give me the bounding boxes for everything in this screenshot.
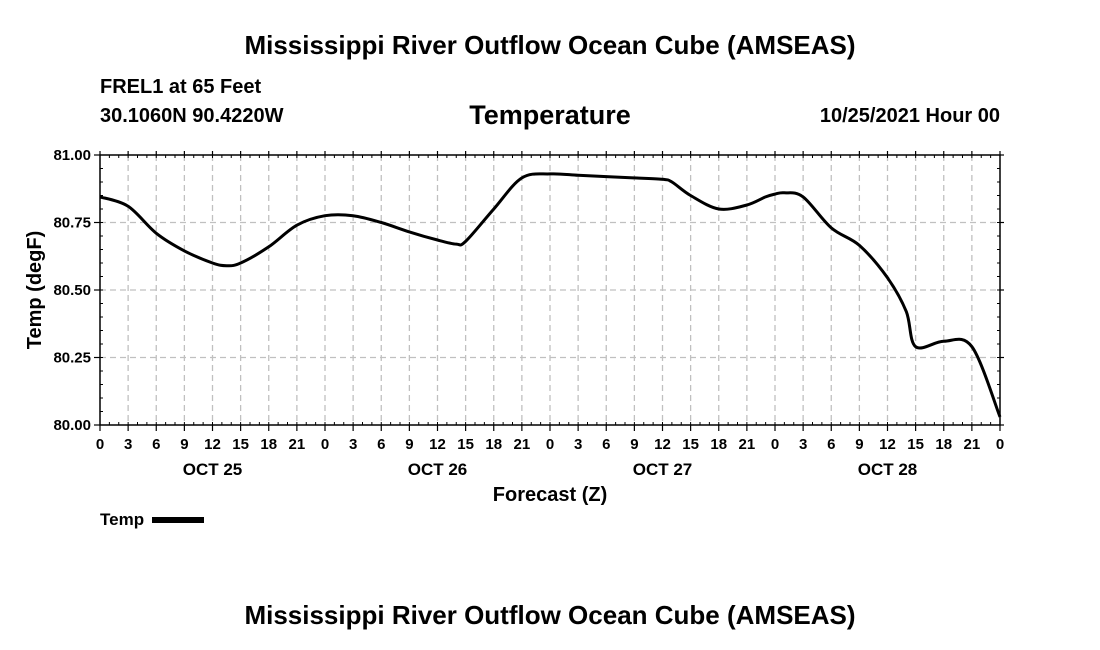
x-tick-label: 15	[232, 436, 249, 453]
x-tick-label: 3	[349, 436, 357, 453]
x-tick-label: 18	[935, 436, 952, 453]
main-title: Mississippi River Outflow Ocean Cube (AM…	[244, 30, 856, 60]
date-label: OCT 27	[633, 460, 693, 479]
axis-ticks	[94, 151, 1004, 431]
x-tick-label: 3	[124, 436, 132, 453]
x-tick-label: 18	[485, 436, 502, 453]
y-tick-label: 80.25	[53, 350, 91, 367]
x-tick-label: 6	[377, 436, 385, 453]
x-tick-label: 12	[879, 436, 896, 453]
x-tick-label: 9	[180, 436, 188, 453]
y-tick-label: 81.00	[53, 147, 91, 164]
x-axis-label: Forecast (Z)	[493, 484, 607, 506]
x-tick-label: 0	[321, 436, 329, 453]
chart-title: Temperature	[469, 100, 631, 130]
x-tick-label: 21	[739, 436, 756, 453]
axis-labels: 0 3 6 9 12 15 18 21 0 3 6 9 12 15 18 21 0 3 6 9 12 15 18 21 0 3 6 9…	[53, 147, 1004, 479]
grid	[100, 155, 1000, 425]
station-coordinates: 30.1060N 90.4220W	[100, 105, 284, 127]
x-tick-label: 15	[457, 436, 474, 453]
x-tick-label: 21	[514, 436, 531, 453]
series-line-temp	[99, 172, 1002, 418]
x-tick-label: 6	[602, 436, 610, 453]
x-tick-label: 3	[574, 436, 582, 453]
station-label: FREL1 at 65 Feet	[100, 76, 262, 98]
x-tick-label: 6	[152, 436, 160, 453]
x-tick-label: 12	[654, 436, 671, 453]
x-tick-label: 15	[682, 436, 699, 453]
x-tick-label: 9	[855, 436, 863, 453]
x-tick-label: 0	[546, 436, 554, 453]
date-label: OCT 25	[183, 460, 243, 479]
legend: Temp	[100, 509, 205, 531]
y-axis-label: Temp (degF)	[24, 231, 46, 350]
series	[99, 172, 1002, 418]
x-tick-label: 18	[710, 436, 727, 453]
footer-title: Mississippi River Outflow Ocean Cube (AM…	[244, 600, 856, 630]
legend-label: Temp	[100, 510, 145, 529]
plot-frame	[99, 154, 1001, 426]
x-tick-label: 21	[964, 436, 981, 453]
x-tick-label: 0	[996, 436, 1004, 453]
x-tick-label: 9	[630, 436, 638, 453]
x-tick-label: 18	[260, 436, 277, 453]
x-tick-label: 0	[96, 436, 104, 453]
x-tick-label: 12	[204, 436, 221, 453]
y-tick-label: 80.75	[53, 215, 91, 232]
y-tick-label: 80.50	[53, 282, 91, 299]
x-tick-label: 9	[405, 436, 413, 453]
x-tick-label: 15	[907, 436, 924, 453]
x-tick-label: 21	[289, 436, 306, 453]
date-label: OCT 26	[408, 460, 468, 479]
x-tick-label: 12	[429, 436, 446, 453]
x-tick-label: 0	[771, 436, 779, 453]
x-tick-label: 6	[827, 436, 835, 453]
date-label: OCT 28	[858, 460, 918, 479]
run-time: 10/25/2021 Hour 00	[819, 105, 1000, 127]
x-tick-label: 3	[799, 436, 807, 453]
y-tick-label: 80.00	[53, 417, 91, 434]
legend-swatch	[152, 517, 205, 523]
